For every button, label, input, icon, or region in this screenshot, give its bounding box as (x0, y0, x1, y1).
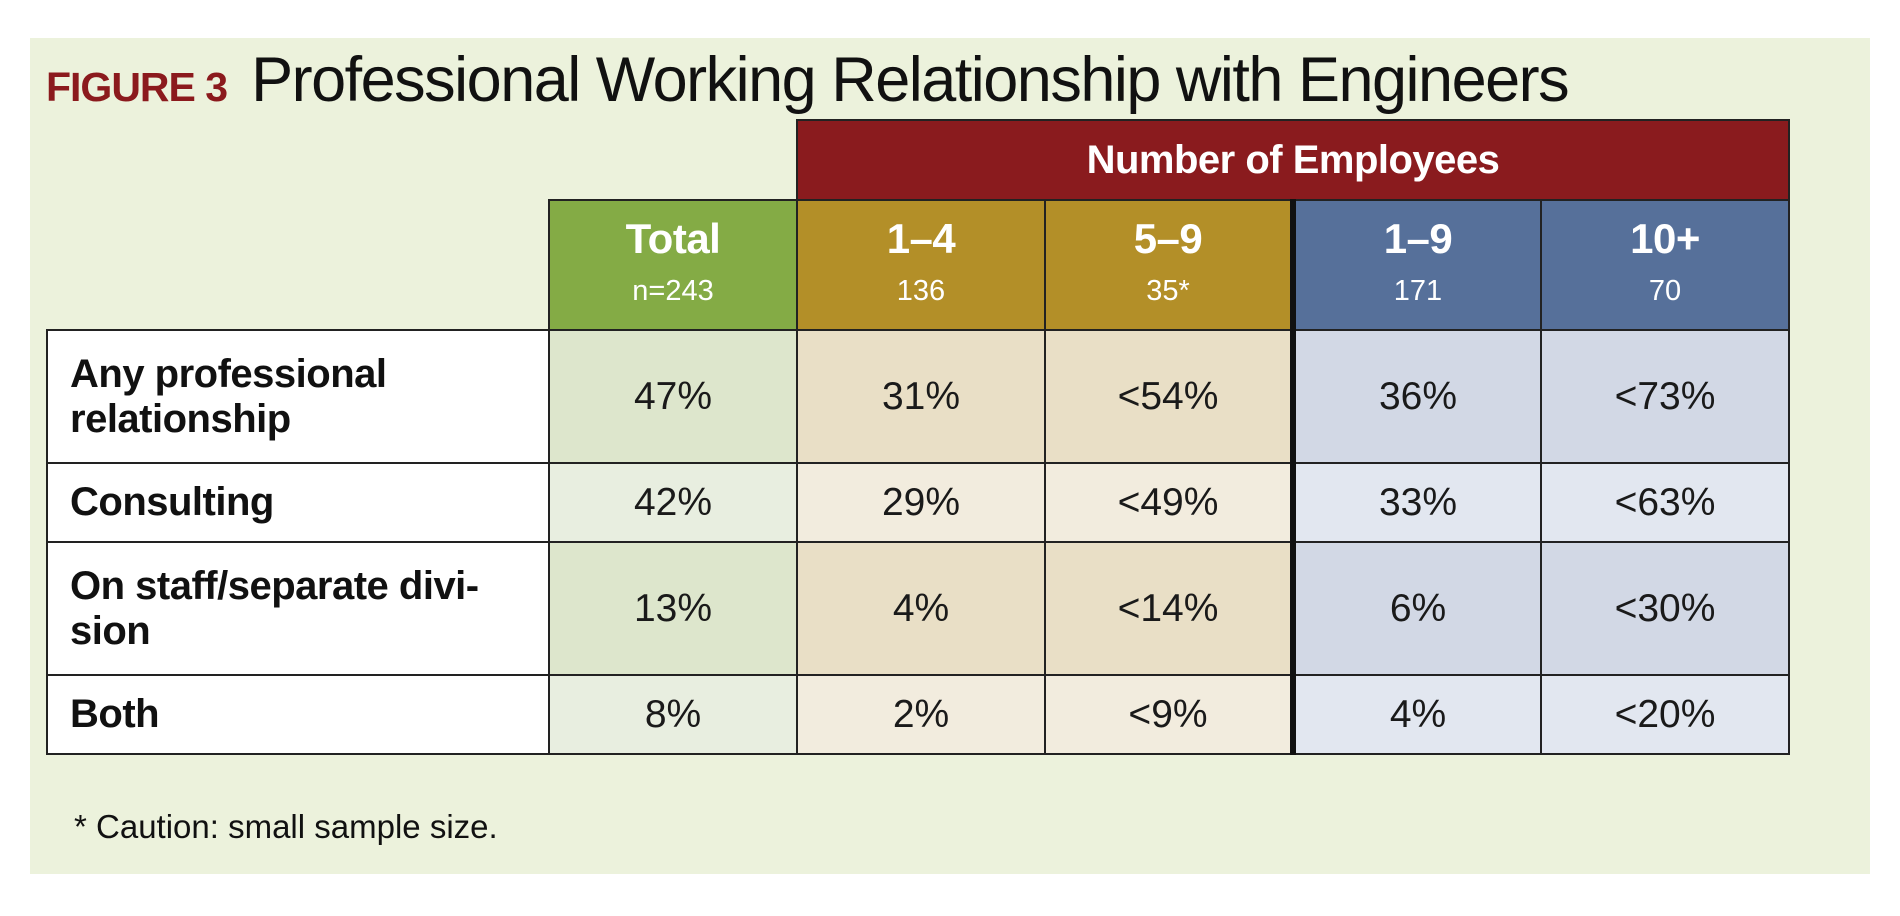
table-row: Consulting 42% 29% <49% 33% <63% (46, 462, 1790, 543)
row-label: Consulting (46, 462, 550, 543)
column-header-1-9: 1–9 171 (1290, 199, 1542, 331)
column-sample-size: 70 (1648, 275, 1682, 307)
row-label: Any professional relationship (46, 329, 550, 464)
cell-value: 2% (796, 674, 1046, 755)
data-table: Number of Employees Total n=243 1–4 136 … (46, 119, 1790, 755)
table-row: Any professional relationship 47% 31% <5… (46, 329, 1790, 464)
row-label: Both (46, 674, 550, 755)
column-header-5-9: 5–9 35* (1044, 199, 1294, 331)
figure-title: FIGURE 3 Professional Working Relationshi… (46, 44, 1570, 116)
cell-value: <49% (1044, 462, 1294, 543)
corner-blank-lower (47, 200, 549, 330)
cell-value: <14% (1044, 541, 1294, 676)
column-label: 1–9 (1383, 215, 1453, 262)
cell-value: <63% (1540, 462, 1790, 543)
cell-value: <9% (1044, 674, 1294, 755)
cell-value: 42% (548, 462, 798, 543)
cell-value: 4% (1290, 674, 1542, 755)
corner-blank (47, 120, 797, 200)
cell-value: 4% (796, 541, 1046, 676)
cell-value: 33% (1290, 462, 1542, 543)
table-row: On staff/separate divi- sion 13% 4% <14%… (46, 541, 1790, 676)
table-row: Both 8% 2% <9% 4% <20% (46, 674, 1790, 755)
cell-value: 8% (548, 674, 798, 755)
cell-value: <54% (1044, 329, 1294, 464)
cell-value: 29% (796, 462, 1046, 543)
figure-title-text: Professional Working Relationship with E… (251, 45, 1570, 115)
cell-value: 6% (1290, 541, 1542, 676)
cell-value: 13% (548, 541, 798, 676)
column-header-1-4: 1–4 136 (796, 199, 1046, 331)
cell-value: <73% (1540, 329, 1790, 464)
column-label: 10+ (1630, 215, 1700, 262)
column-sample-size: n=243 (632, 275, 714, 307)
column-sample-size: 171 (1393, 275, 1443, 307)
cell-value: 36% (1290, 329, 1542, 464)
row-label: On staff/separate divi- sion (46, 541, 550, 676)
column-sample-size: 35* (1146, 275, 1190, 307)
figure-label: FIGURE 3 (46, 64, 228, 110)
column-label: 5–9 (1133, 215, 1203, 262)
column-label: 1–4 (886, 215, 956, 262)
cell-value: <20% (1540, 674, 1790, 755)
column-label: Total (625, 215, 721, 262)
column-sample-size: 136 (896, 275, 946, 307)
cell-value: 31% (796, 329, 1046, 464)
column-header-total: Total n=243 (548, 199, 798, 331)
cell-value: <30% (1540, 541, 1790, 676)
group-header: Number of Employees (796, 119, 1790, 201)
footnote: * Caution: small sample size. (74, 808, 498, 845)
cell-value: 47% (548, 329, 798, 464)
column-header-10-plus: 10+ 70 (1540, 199, 1790, 331)
